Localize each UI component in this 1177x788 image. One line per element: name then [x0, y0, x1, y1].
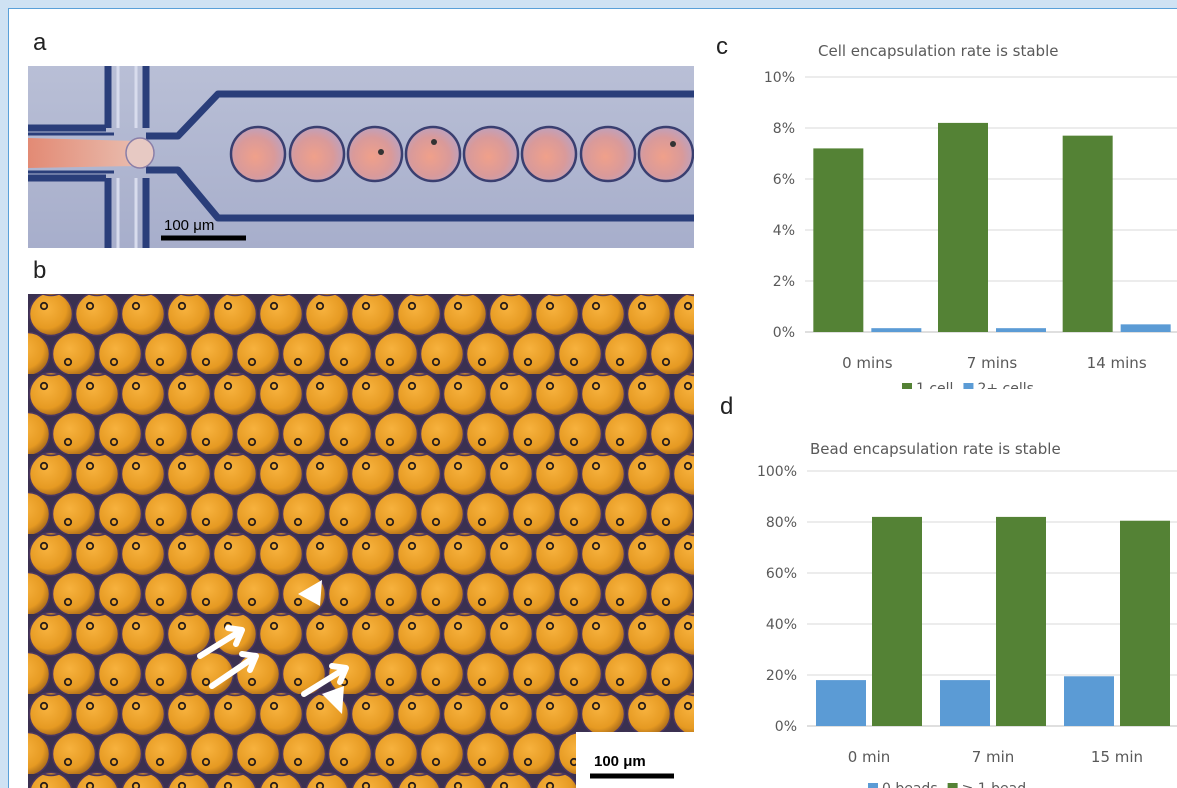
y-tick-label: 20% [766, 668, 797, 684]
panel-letter-b: b [33, 257, 47, 284]
panel-letter-c: c [716, 33, 728, 60]
y-tick-label: 8% [773, 121, 795, 137]
y-tick-label: 4% [773, 223, 795, 239]
y-tick-label: 10% [764, 70, 795, 86]
bar [938, 122, 988, 333]
y-tick-label: 6% [773, 172, 795, 188]
x-tick-label: 15 min [1091, 748, 1143, 766]
cell-encapsulation-chart: Cell encapsulation rate is stable 0% 2% 4% 6… [764, 42, 1177, 389]
bar [816, 680, 866, 726]
legend-swatch [868, 783, 878, 788]
figure: a b c d [8, 8, 1177, 788]
legend-swatch [902, 383, 912, 389]
panel-letter-d: d [720, 393, 734, 420]
x-tick-label: 0 min [848, 748, 891, 766]
arrow-markers [197, 625, 349, 697]
y-tick-label: 40% [766, 617, 797, 633]
bar [940, 680, 990, 726]
y-tick-label: 80% [766, 515, 797, 531]
y-tick-label: 0% [773, 325, 795, 341]
bar [996, 328, 1046, 332]
scale-bar-label-a: 100 μm [164, 217, 214, 234]
bar [872, 516, 922, 726]
x-tick-label: 14 mins [1087, 354, 1147, 372]
bead-encapsulation-chart: Bead encapsulation rate is stable 0% 20% 40… [757, 440, 1177, 788]
bar [1064, 676, 1114, 726]
legend-label: ≥ 1 bead [962, 781, 1027, 788]
channel-micrograph: 100 μm [28, 66, 694, 248]
legend-swatch [963, 383, 974, 389]
y-tick-label: 60% [766, 566, 797, 582]
x-tick-label: 0 mins [842, 354, 893, 372]
droplet-array-micrograph: 100 μm [28, 294, 694, 788]
chart-title: Bead encapsulation rate is stable [810, 440, 1061, 458]
legend-label: 2+ cells [977, 381, 1033, 389]
arrowhead-marker [322, 686, 344, 714]
y-tick-label: 0% [775, 719, 797, 735]
legend-label: 1 cell [916, 381, 953, 389]
scale-bar-label-b: 100 μm [594, 753, 646, 770]
chart-title: Cell encapsulation rate is stable [818, 42, 1058, 60]
x-tick-label: 7 min [972, 748, 1015, 766]
bar [996, 516, 1046, 726]
bar [1062, 135, 1113, 332]
bar [1120, 324, 1171, 332]
y-tick-label: 100% [757, 464, 797, 480]
bar [813, 148, 864, 332]
panel-letter-a: a [33, 29, 47, 56]
arrowhead-marker [298, 580, 322, 606]
bar [871, 328, 922, 332]
x-tick-label: 7 mins [967, 354, 1018, 372]
bar [1120, 520, 1170, 726]
legend-swatch [947, 783, 958, 788]
legend-label: 0 beads [882, 781, 938, 788]
y-tick-label: 2% [773, 274, 795, 290]
